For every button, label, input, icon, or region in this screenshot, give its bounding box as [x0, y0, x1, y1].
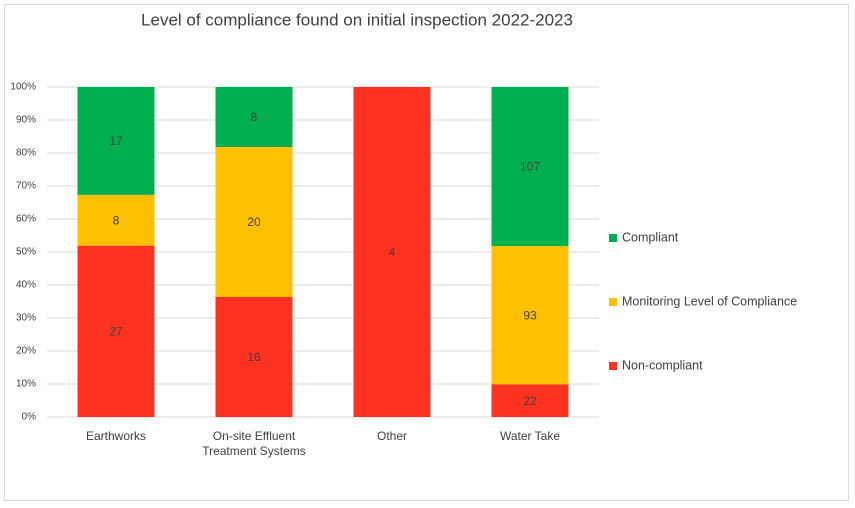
- y-tick-label: 50%: [16, 247, 36, 258]
- bar-segment: [77, 194, 155, 246]
- legend-swatch: [609, 298, 617, 306]
- data-label: 22: [523, 394, 537, 408]
- y-tick-label: 60%: [16, 214, 36, 225]
- bar-segment: [353, 87, 431, 417]
- data-label: 8: [251, 110, 258, 124]
- bar-segment: [215, 147, 293, 297]
- y-tick-label: 80%: [16, 148, 36, 159]
- data-label: 20: [247, 215, 261, 229]
- data-label: 93: [523, 308, 537, 322]
- bar-segment: [491, 87, 569, 247]
- x-tick-label: Other: [376, 429, 407, 443]
- data-label: 16: [247, 350, 261, 364]
- x-tick-label: On-site Effluent Treatment Systems: [202, 429, 306, 458]
- data-label: 4: [389, 245, 396, 259]
- bar-segment: [491, 246, 569, 385]
- x-tick-label: Earthworks: [85, 429, 147, 443]
- y-tick-label: 10%: [16, 379, 36, 390]
- legend-label: Compliant: [622, 230, 679, 244]
- data-label: 17: [109, 134, 123, 148]
- x-label-box: Earthworks: [85, 429, 147, 443]
- bar-segment: [491, 384, 569, 417]
- legend-swatch: [609, 362, 617, 370]
- legend-swatch: [609, 234, 617, 242]
- x-label-box: Water Take: [499, 429, 561, 443]
- y-tick-label: 20%: [16, 346, 36, 357]
- bar-segment: [215, 297, 293, 417]
- bar-segment: [77, 87, 155, 195]
- data-label: 8: [113, 213, 120, 227]
- y-tick-label: 30%: [16, 313, 36, 324]
- chart-title: Level of compliance found on initial ins…: [141, 10, 573, 29]
- y-tick-label: 40%: [16, 280, 36, 291]
- y-tick-label: 100%: [10, 82, 36, 93]
- legend-label: Monitoring Level of Compliance: [622, 294, 797, 308]
- bar-segment: [215, 87, 293, 147]
- data-label: 107: [520, 160, 540, 174]
- y-tick-label: 70%: [16, 181, 36, 192]
- x-tick-label: Water Take: [499, 429, 561, 443]
- x-label-box: Other: [376, 429, 407, 443]
- y-tick-label: 0%: [22, 412, 37, 423]
- legend-label: Non-compliant: [622, 358, 703, 372]
- data-label: 27: [109, 324, 123, 338]
- x-label-box: On-site Effluent Treatment Systems: [202, 429, 306, 458]
- y-tick-label: 90%: [16, 115, 36, 126]
- bar-segment: [77, 245, 155, 417]
